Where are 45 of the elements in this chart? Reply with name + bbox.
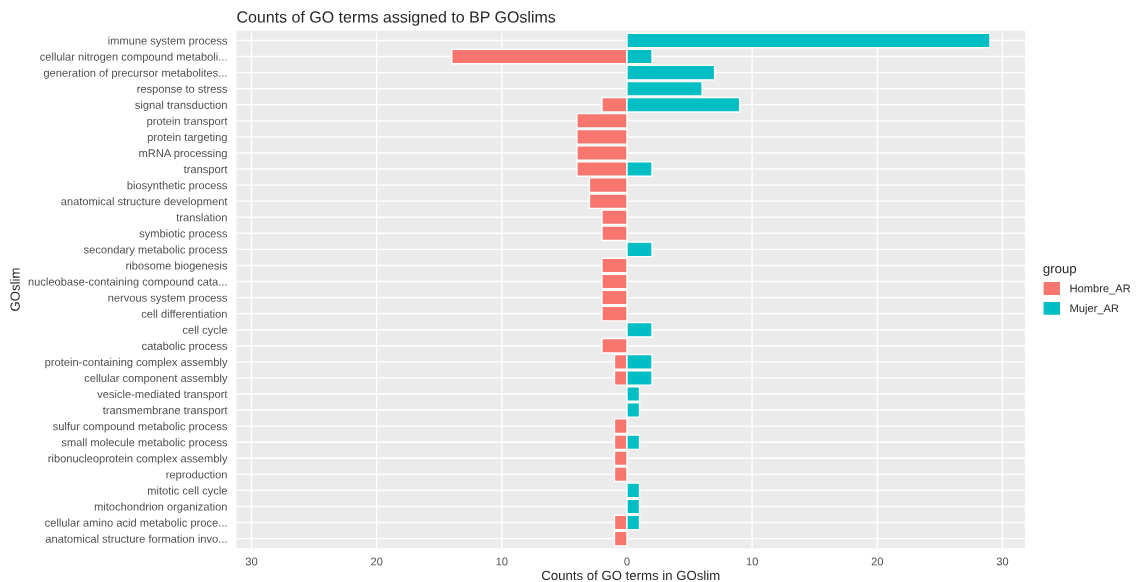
x-tick-label: 30 <box>245 557 258 566</box>
x-axis-title: Counts of GO terms in GOslim <box>541 570 720 581</box>
legend-label: Hombre_AR <box>1070 284 1131 295</box>
x-tick-label: 10 <box>746 557 758 566</box>
y-tick-label: vesicle-mediated transport <box>97 389 228 401</box>
y-tick-label: ribonucleoprotein complex assembly <box>48 454 228 465</box>
legend-label: Mujer_AR <box>1070 303 1119 315</box>
y-tick-label: secondary metabolic process <box>83 245 228 256</box>
y-tick-label: immune system process <box>108 36 228 47</box>
y-tick-label: biosynthetic process <box>127 181 228 192</box>
x-tick-label: 0 <box>624 557 630 566</box>
y-tick-label: generation of precursor metabolites... <box>43 68 227 79</box>
y-tick-label: translation <box>176 213 227 222</box>
y-tick-label: signal transduction <box>135 100 227 112</box>
y-tick-label: anatomical structure development <box>61 197 228 208</box>
y-tick-label: cellular nitrogen compound metaboli... <box>40 52 227 63</box>
chart-title: Counts of GO terms assigned to BP GOslims <box>237 10 556 26</box>
y-tick-label: response to stress <box>137 85 228 96</box>
y-tick-label: reproduction <box>166 470 227 481</box>
y-tick-label: ribosome biogenesis <box>126 261 228 272</box>
x-tick-label: 10 <box>496 557 508 566</box>
y-tick-label: nucleobase-containing compound cata... <box>28 277 227 288</box>
y-tick-label: transmembrane transport <box>102 406 228 417</box>
x-tick-label: 20 <box>371 557 383 566</box>
y-tick-label: protein-containing complex assembly <box>45 357 228 369</box>
y-tick-label: mRNA processing <box>139 148 227 160</box>
y-tick-label: anatomical structure formation invo... <box>45 534 227 543</box>
y-axis-title: GOslim <box>10 268 20 311</box>
y-tick-label: small molecule metabolic process <box>61 438 228 449</box>
y-tick-label: mitotic cell cycle <box>147 486 227 497</box>
y-tick-label: transport <box>183 165 228 176</box>
y-tick-label: protein transport <box>147 116 228 128</box>
y-tick-label: cellular component assembly <box>84 373 228 385</box>
y-tick-label: mitochondrion organization <box>94 502 227 513</box>
x-tick-label: 20 <box>871 557 884 566</box>
y-tick-label: symbiotic process <box>139 229 228 240</box>
y-tick-label: nervous system process <box>108 294 228 304</box>
y-tick-label: cell cycle <box>182 325 227 337</box>
x-tick-label: 30 <box>996 557 1009 566</box>
y-tick-label: cellular amino acid metabolic proce... <box>45 518 227 529</box>
y-tick-label: protein targeting <box>147 132 227 144</box>
y-tick-label: sulfur compound metabolic process <box>53 422 228 433</box>
y-tick-label: catabolic process <box>142 341 228 353</box>
legend-title: group <box>1043 266 1077 276</box>
y-tick-label: cell differentiation <box>141 309 227 318</box>
